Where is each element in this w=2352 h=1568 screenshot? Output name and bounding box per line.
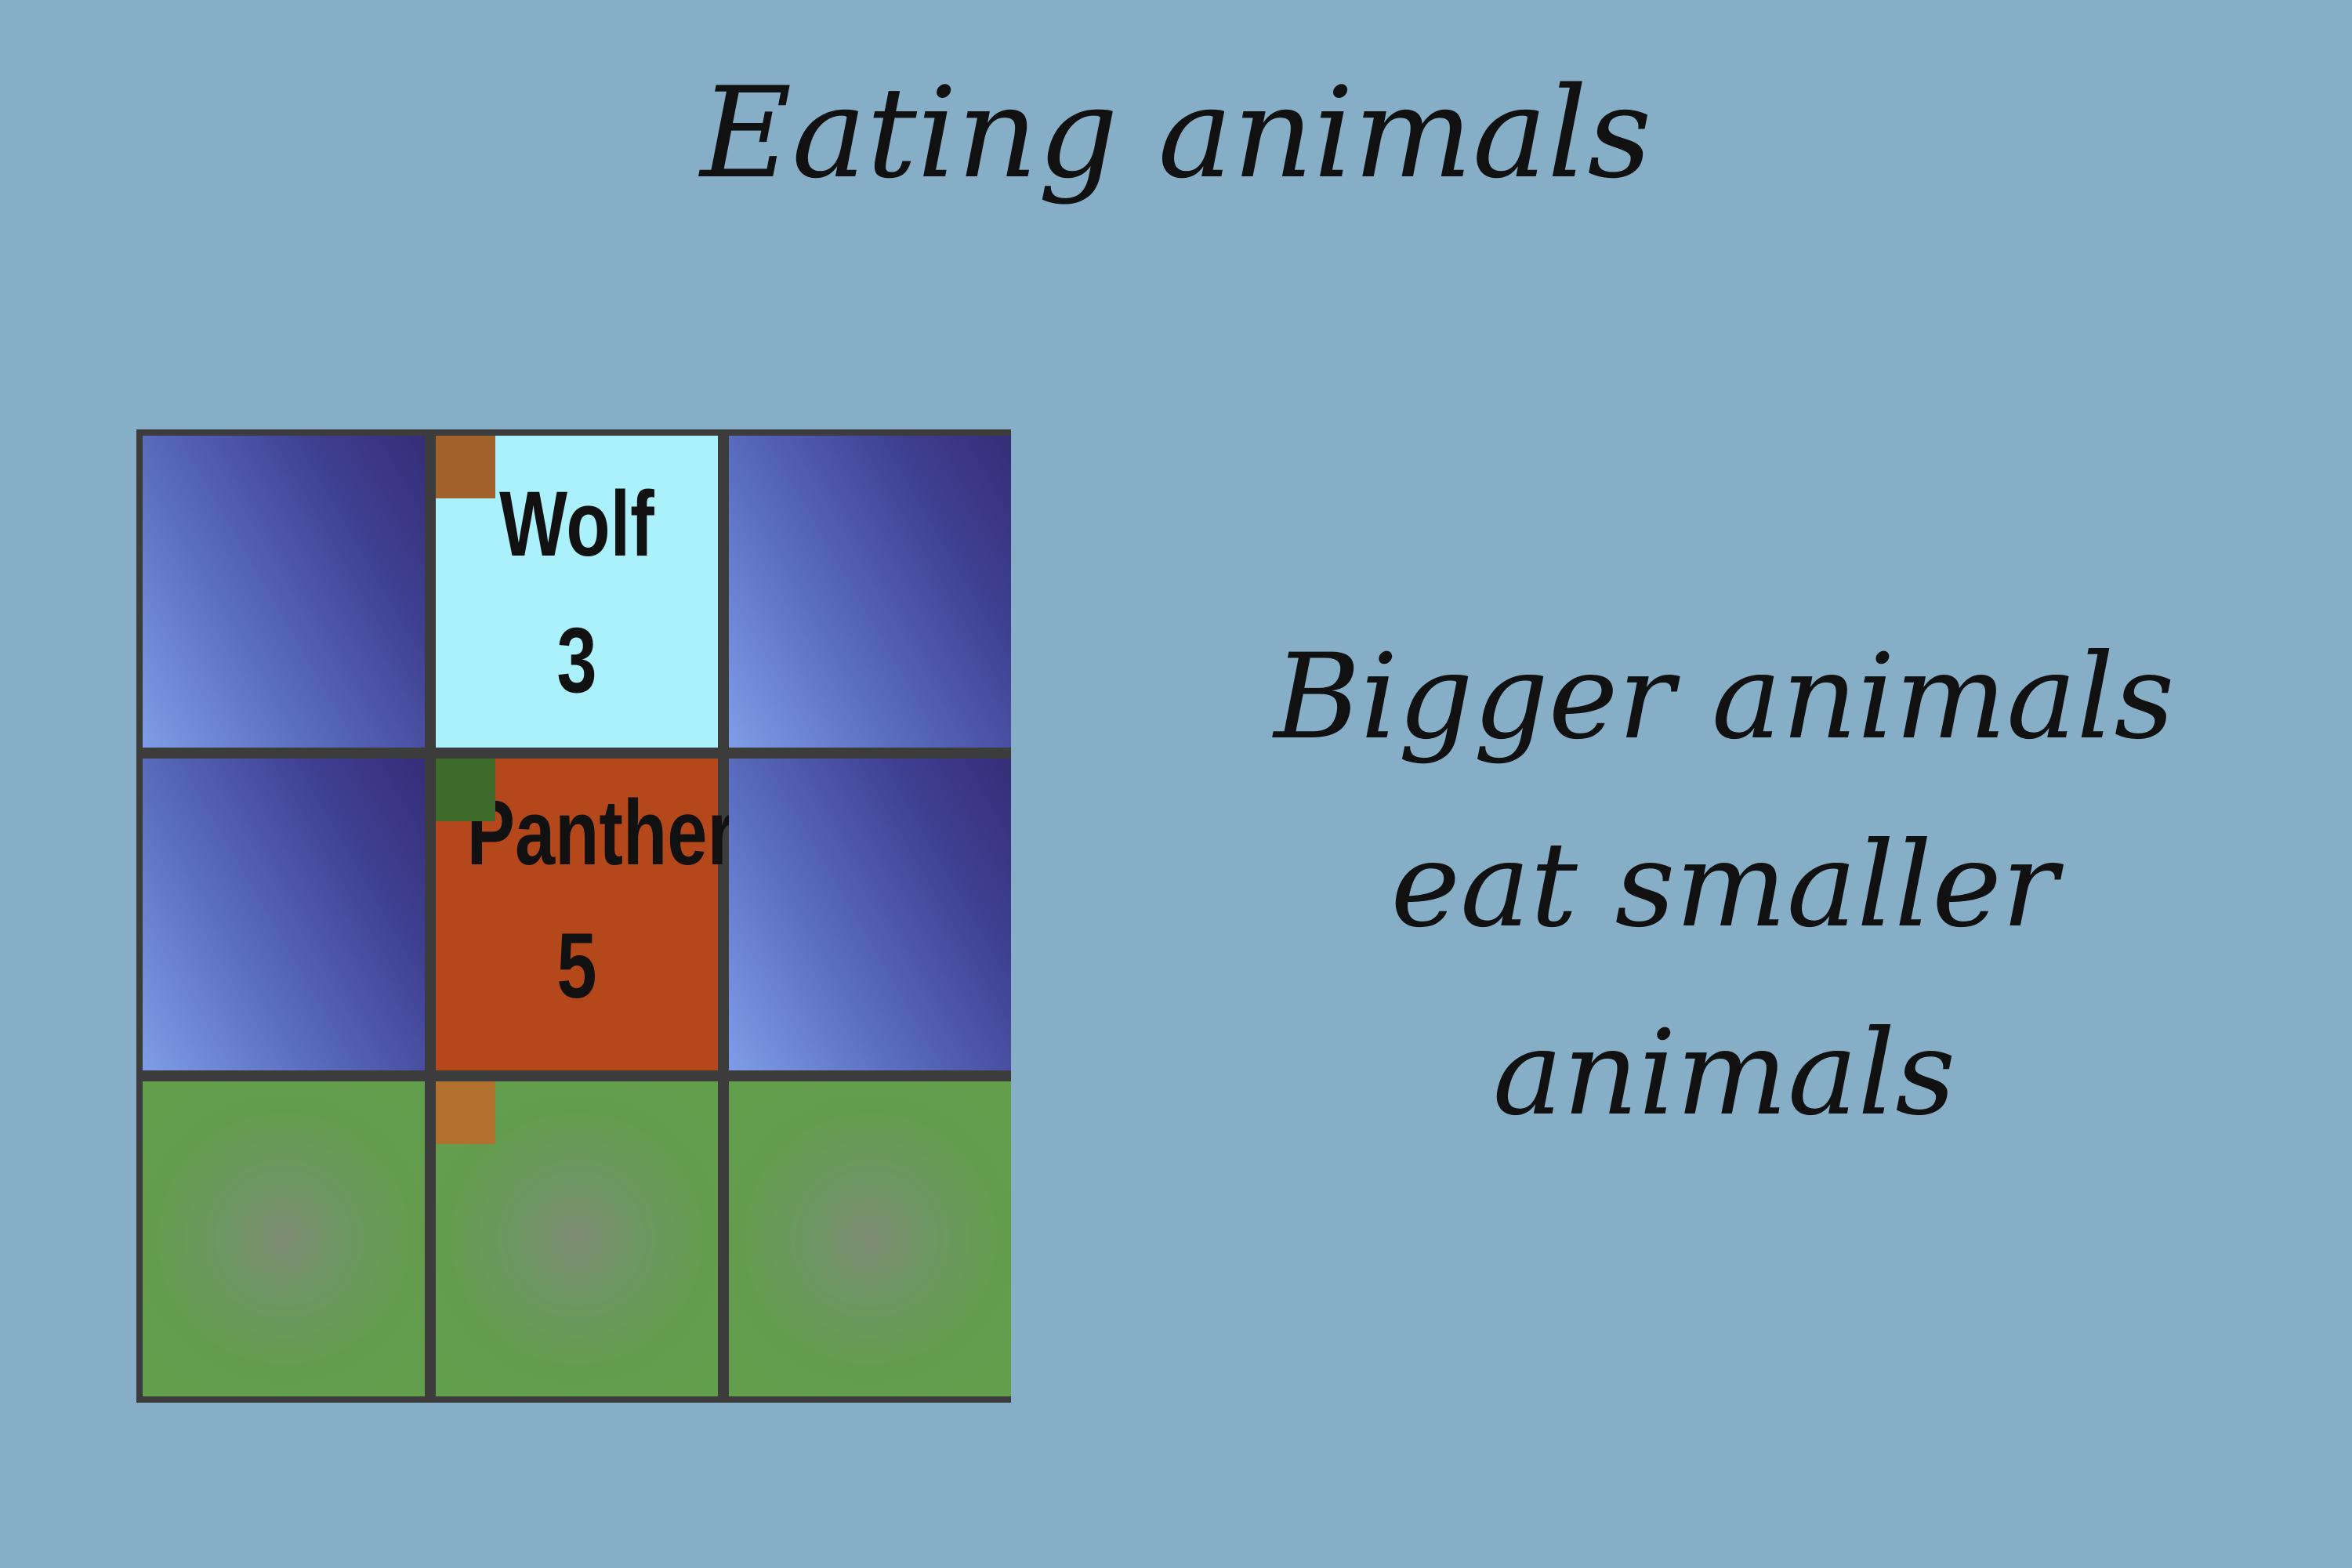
water-tile[interactable] — [143, 436, 425, 748]
corner-marker — [436, 1081, 495, 1144]
slide-title: Eating animals — [700, 60, 1652, 206]
rule-line: eat smaller — [1390, 817, 2058, 954]
wolf-tile[interactable]: Wolf 3 — [436, 436, 718, 748]
panther-name: Panther — [466, 781, 736, 885]
land-tile[interactable] — [143, 1081, 425, 1396]
corner-marker — [436, 759, 495, 821]
corner-marker — [436, 436, 495, 498]
rule-line: animals — [1492, 1005, 1956, 1142]
water-tile[interactable] — [729, 759, 1011, 1070]
water-tile[interactable] — [143, 759, 425, 1070]
water-tile[interactable] — [729, 436, 1011, 748]
wolf-name: Wolf — [499, 473, 654, 576]
land-tile[interactable] — [436, 1081, 718, 1396]
rule-line: Bigger animals — [1274, 629, 2175, 766]
panther-tile[interactable]: Panther 5 — [436, 759, 736, 1070]
rule-text: Bigger animals eat smaller animals — [1113, 603, 2336, 1168]
game-board: Wolf 3 Panther 5 — [136, 429, 1011, 1403]
panther-strength: 5 — [556, 914, 597, 1018]
wolf-strength: 3 — [556, 609, 597, 712]
land-tile[interactable] — [729, 1081, 1011, 1396]
